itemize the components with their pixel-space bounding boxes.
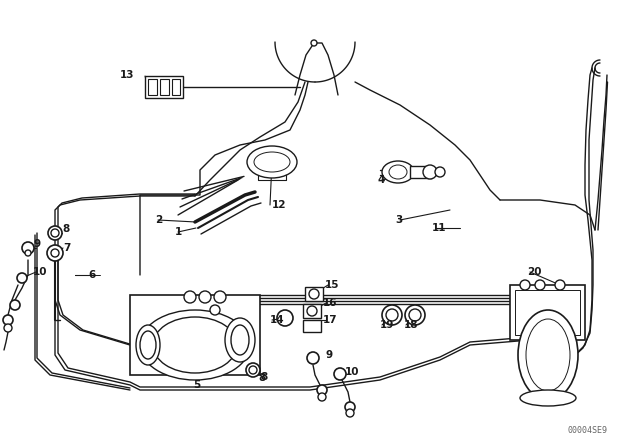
Circle shape	[311, 40, 317, 46]
Text: 17: 17	[323, 315, 338, 325]
Ellipse shape	[526, 319, 570, 391]
Text: 19: 19	[380, 320, 394, 330]
Text: 9: 9	[33, 239, 40, 249]
Circle shape	[309, 289, 319, 299]
Circle shape	[48, 226, 62, 240]
Circle shape	[10, 300, 20, 310]
Text: 1: 1	[175, 227, 182, 237]
Circle shape	[3, 315, 13, 325]
Circle shape	[246, 363, 260, 377]
Ellipse shape	[520, 390, 576, 406]
Bar	[130, 295, 260, 375]
Bar	[305, 287, 323, 301]
Text: 20: 20	[527, 267, 541, 277]
Text: 6: 6	[88, 270, 95, 280]
Text: 18: 18	[404, 320, 419, 330]
Text: 4: 4	[378, 175, 385, 185]
Bar	[410, 166, 432, 178]
Ellipse shape	[247, 146, 297, 178]
Circle shape	[307, 352, 319, 364]
Circle shape	[214, 291, 226, 303]
Circle shape	[423, 165, 437, 179]
Ellipse shape	[382, 161, 414, 183]
Ellipse shape	[140, 310, 250, 380]
Bar	[160, 79, 169, 95]
Circle shape	[555, 280, 565, 290]
Text: 16: 16	[323, 298, 337, 308]
Ellipse shape	[518, 310, 578, 400]
Bar	[303, 304, 321, 318]
Ellipse shape	[225, 318, 255, 362]
Text: 8: 8	[258, 373, 265, 383]
Text: 13: 13	[120, 70, 134, 80]
Circle shape	[25, 250, 31, 256]
Text: 9: 9	[325, 350, 332, 360]
Circle shape	[17, 273, 27, 283]
Circle shape	[317, 385, 327, 395]
Circle shape	[409, 309, 421, 321]
Text: 3: 3	[395, 215, 403, 225]
Bar	[172, 79, 180, 95]
Circle shape	[4, 324, 12, 332]
Text: 5: 5	[193, 380, 200, 390]
Text: 14: 14	[270, 315, 285, 325]
Text: 2: 2	[155, 215, 163, 225]
Text: 11: 11	[432, 223, 447, 233]
Ellipse shape	[389, 165, 407, 179]
Circle shape	[318, 393, 326, 401]
Circle shape	[51, 249, 59, 257]
Bar	[515, 290, 580, 335]
Circle shape	[47, 245, 63, 261]
Bar	[303, 320, 321, 332]
Text: 15: 15	[325, 280, 339, 290]
Circle shape	[405, 305, 425, 325]
Text: 7: 7	[63, 243, 70, 253]
Circle shape	[51, 229, 59, 237]
Circle shape	[345, 402, 355, 412]
Circle shape	[535, 280, 545, 290]
Circle shape	[386, 309, 398, 321]
Circle shape	[382, 305, 402, 325]
Text: 00004SE9: 00004SE9	[568, 426, 608, 435]
Circle shape	[22, 242, 34, 254]
Circle shape	[334, 368, 346, 380]
Circle shape	[520, 280, 530, 290]
Ellipse shape	[254, 152, 290, 172]
Circle shape	[435, 167, 445, 177]
Circle shape	[346, 409, 354, 417]
Circle shape	[199, 291, 211, 303]
Bar	[148, 79, 157, 95]
Text: 8: 8	[62, 224, 69, 234]
Text: 8: 8	[260, 372, 268, 382]
Text: 10: 10	[33, 267, 47, 277]
Circle shape	[249, 366, 257, 374]
Bar	[510, 285, 585, 340]
Ellipse shape	[136, 325, 160, 365]
Circle shape	[277, 310, 293, 326]
Circle shape	[307, 306, 317, 316]
Bar	[145, 76, 183, 98]
Ellipse shape	[231, 325, 249, 355]
Circle shape	[210, 305, 220, 315]
Text: 12: 12	[272, 200, 287, 210]
Ellipse shape	[153, 317, 237, 373]
Circle shape	[184, 291, 196, 303]
Text: 10: 10	[345, 367, 360, 377]
Ellipse shape	[140, 331, 156, 359]
